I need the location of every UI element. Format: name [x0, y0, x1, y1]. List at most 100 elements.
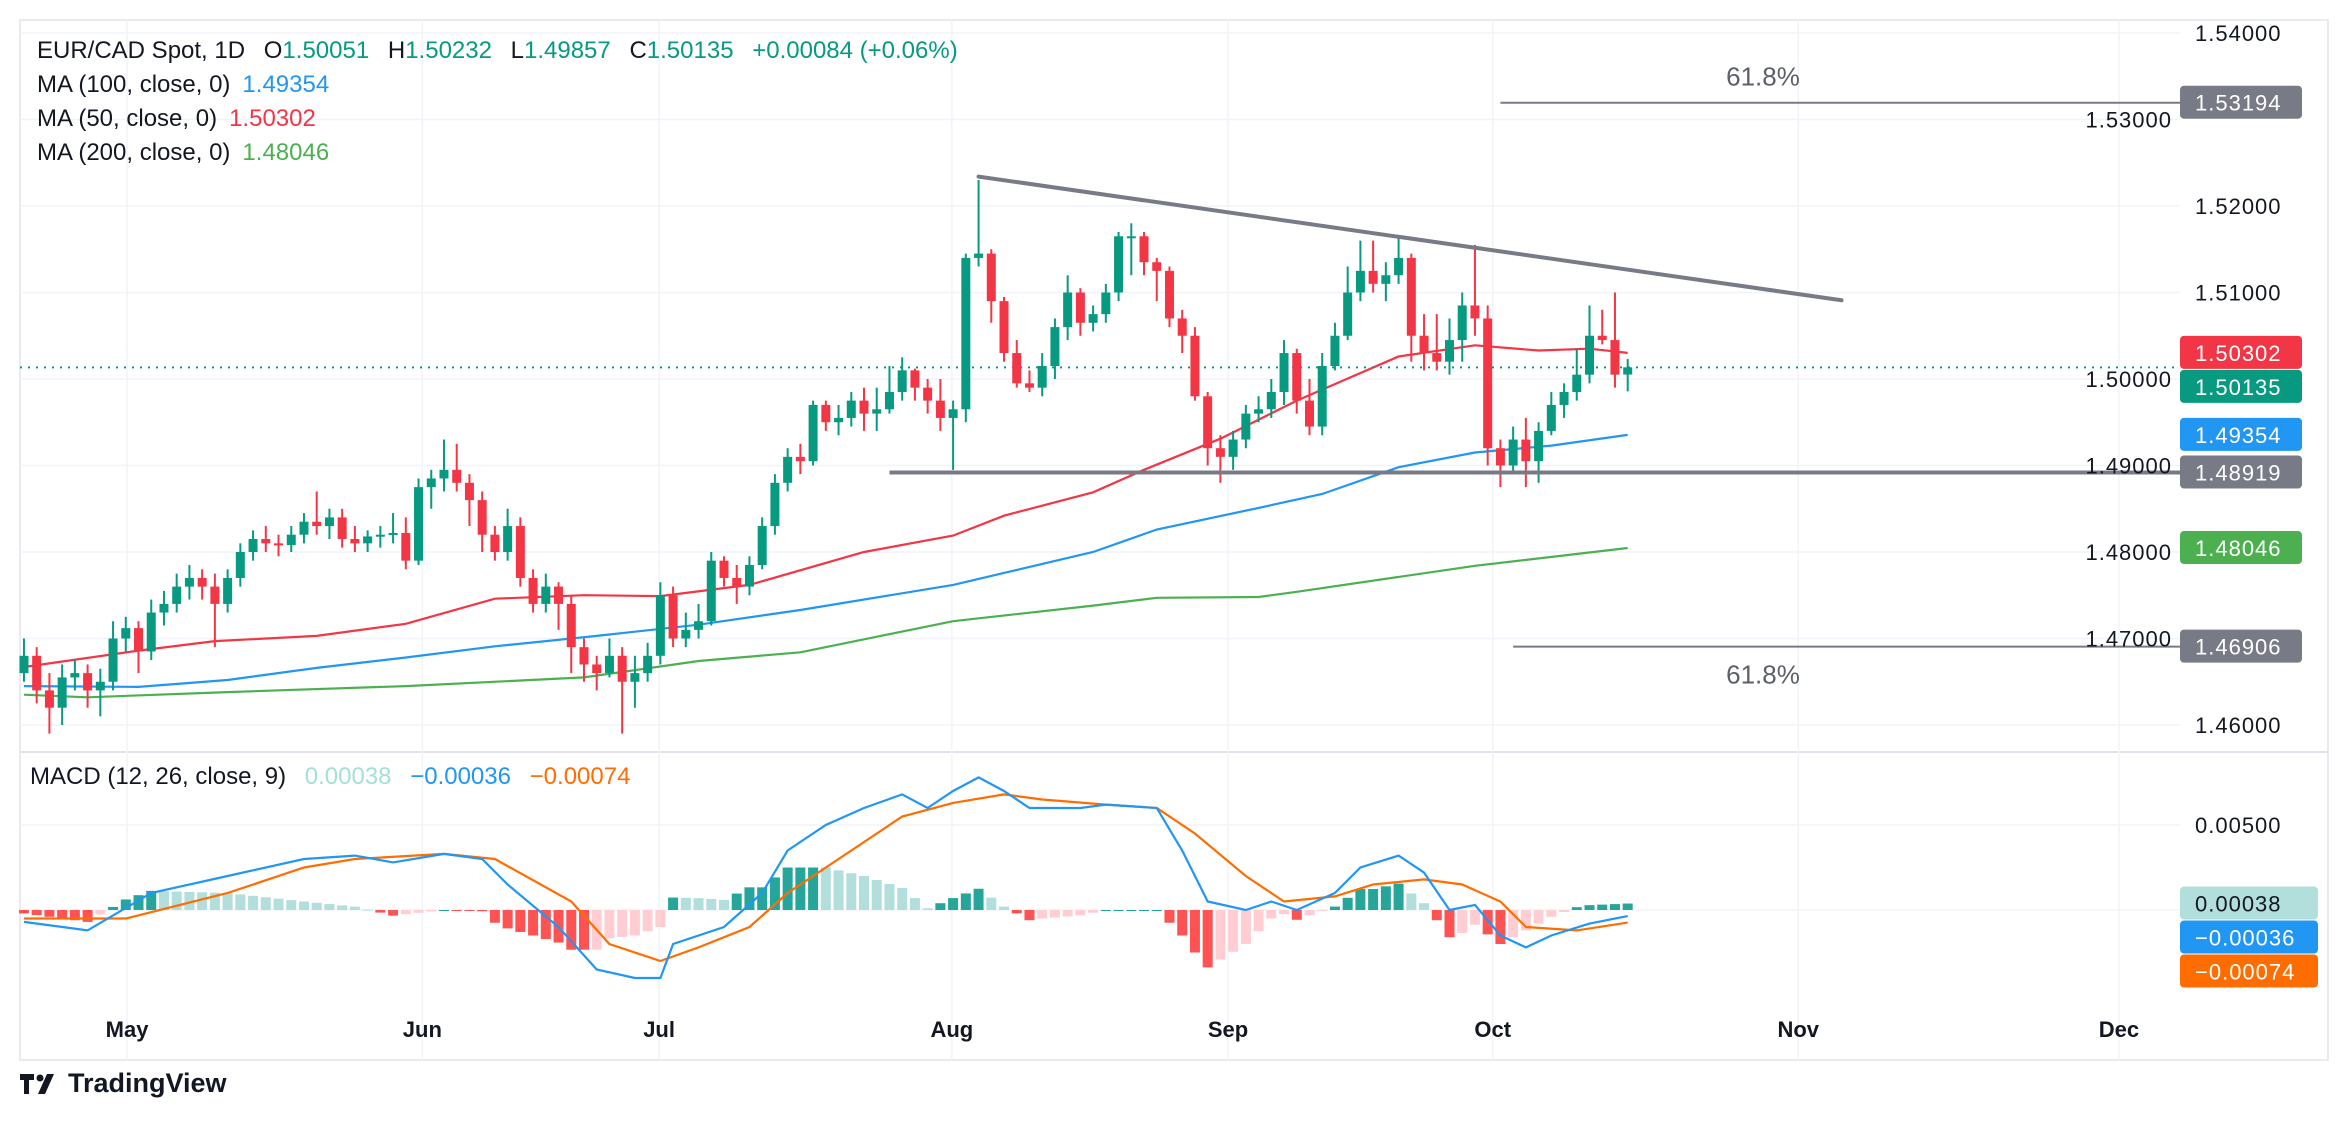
candle-body: [1330, 335, 1340, 367]
price-axis[interactable]: 1.54000 1.53000 1.52000 1.51000 1.50000 1.490…: [106, 21, 2318, 1042]
candle: [439, 439, 449, 492]
candle: [388, 513, 398, 544]
candle-body: [197, 577, 207, 587]
macd-histogram-bar: [171, 891, 182, 910]
price-badge-text: 1.46906: [2195, 635, 2282, 660]
candle-body: [1152, 262, 1162, 271]
candle: [1190, 327, 1200, 401]
candle: [872, 387, 882, 431]
price-badge-bg: [2180, 455, 2302, 489]
candle: [808, 400, 818, 466]
candle-body: [1114, 236, 1124, 293]
macd-tick-label: 0.00500: [2195, 813, 2282, 838]
symbol-title[interactable]: EUR/CAD Spot, 1D: [37, 37, 246, 64]
candle-body: [426, 478, 436, 488]
candle: [1546, 391, 1556, 436]
macd-histogram-bar: [884, 883, 895, 910]
candle-body: [681, 629, 691, 639]
ma100-line: [23, 433, 1628, 689]
macd-histogram-bar: [1151, 910, 1162, 911]
macd-histogram-bar: [1228, 910, 1239, 952]
macd-line: [23, 776, 1628, 980]
macd-histogram-bar: [782, 867, 793, 910]
macd-histogram-bar: [1011, 910, 1022, 914]
candle: [1572, 348, 1582, 401]
candle-body: [1457, 305, 1467, 341]
candle: [604, 638, 614, 678]
macd-histogram-bar: [960, 893, 971, 910]
candle: [1597, 309, 1607, 345]
candle: [821, 400, 831, 431]
ma50-legend[interactable]: MA (50, close, 0) 1.50302: [37, 102, 958, 136]
candle-body: [1470, 305, 1480, 319]
macd-histogram-bar: [298, 901, 309, 910]
candle: [477, 491, 487, 552]
candle: [159, 590, 169, 626]
ma200-legend[interactable]: MA (200, close, 0) 1.48046: [37, 136, 958, 170]
price-badge-bg: [2180, 531, 2302, 565]
candle-body: [897, 370, 907, 392]
macd-histogram-bar: [57, 910, 68, 919]
macd-histogram-bar: [948, 898, 959, 910]
drawings[interactable]: 61.8% 61.8%: [889, 62, 2180, 690]
candle: [235, 543, 245, 587]
candle-body: [477, 500, 487, 535]
macd-histogram-bar: [1520, 910, 1531, 931]
time-tick-oct: Oct: [1474, 1017, 1511, 1042]
candle-body: [324, 517, 334, 527]
macd-badge: 0.00038: [2180, 886, 2318, 920]
trendline[interactable]: [976, 174, 1844, 303]
candle-body: [1343, 292, 1353, 336]
macd-histogram-bar: [642, 910, 653, 932]
candle-body: [528, 577, 538, 604]
macd-histogram-bar: [629, 910, 640, 936]
candle: [70, 660, 80, 691]
candle-body: [1254, 409, 1264, 414]
tradingview-logo[interactable]: TradingView: [20, 1068, 227, 1099]
macd-legend[interactable]: MACD (12, 26, close, 9) 0.00038 −0.00036…: [30, 763, 630, 791]
candle: [1164, 266, 1174, 328]
macd-histogram-bar: [1393, 883, 1404, 910]
candle-body: [617, 655, 627, 682]
change-value: +0.00084 (+0.06%): [752, 37, 958, 64]
ma100-legend[interactable]: MA (100, close, 0) 1.49354: [37, 68, 958, 102]
time-tick-aug: Aug: [930, 1017, 973, 1042]
candle-body: [1432, 353, 1442, 362]
time-tick-dec: Dec: [2099, 1017, 2139, 1042]
macd-badge: −0.00036: [2180, 920, 2318, 954]
candle: [592, 655, 602, 691]
macd-histogram-bar: [1304, 910, 1315, 916]
price-badge-text: 1.48919: [2195, 461, 2282, 486]
macd-histogram-bar: [375, 910, 386, 913]
candle-body: [299, 521, 309, 535]
candle-body: [1610, 340, 1620, 375]
ma100-value: 1.49354: [242, 71, 330, 98]
price-badge-bg: [2180, 335, 2302, 369]
candle-body: [1050, 327, 1060, 367]
candle: [923, 379, 933, 414]
time-tick-may: May: [106, 1017, 150, 1042]
candle: [732, 564, 742, 604]
macd-histogram-bar: [744, 887, 755, 910]
macd-histogram-bar: [1355, 889, 1366, 910]
candle-body: [1203, 396, 1213, 449]
candle-body: [83, 673, 93, 691]
candle: [630, 655, 640, 708]
candle-body: [57, 677, 67, 708]
candle: [197, 569, 207, 600]
candle: [172, 573, 182, 613]
macd-histogram-bar: [1546, 910, 1557, 917]
candle: [744, 556, 754, 596]
candle: [248, 530, 258, 561]
brand-name: TradingView: [68, 1068, 227, 1098]
candle-body: [1075, 292, 1085, 323]
macd-histogram-bar: [158, 891, 169, 910]
candle-body: [1063, 292, 1073, 328]
candle: [1037, 353, 1047, 397]
candle-body: [846, 400, 856, 418]
macd-histogram-bar: [1062, 910, 1073, 917]
candle: [1304, 379, 1314, 436]
candle: [834, 404, 844, 436]
candle: [846, 391, 856, 427]
